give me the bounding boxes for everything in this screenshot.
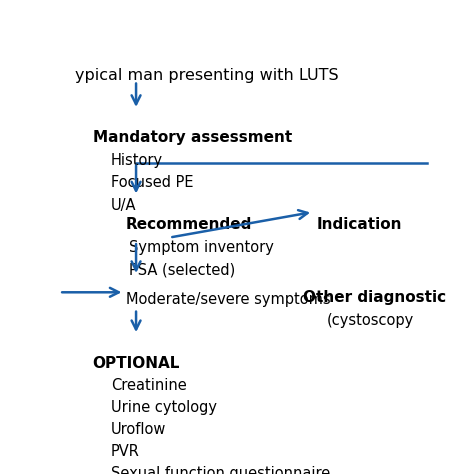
Text: (cystoscopy: (cystoscopy: [327, 313, 414, 328]
Text: OPTIONAL: OPTIONAL: [92, 356, 180, 371]
Text: History: History: [111, 153, 163, 167]
Text: Indication: Indication: [317, 218, 402, 232]
Text: PSA (selected): PSA (selected): [129, 263, 236, 278]
Text: PVR: PVR: [111, 444, 140, 459]
Text: Sexual function questionnaire: Sexual function questionnaire: [111, 465, 330, 474]
Text: Urine cytology: Urine cytology: [111, 400, 217, 415]
Text: Mandatory assessment: Mandatory assessment: [92, 130, 292, 145]
Text: Recommended: Recommended: [126, 218, 253, 232]
Text: Other diagnostic: Other diagnostic: [303, 291, 446, 305]
Text: Focused PE: Focused PE: [111, 175, 193, 190]
Text: Uroflow: Uroflow: [111, 422, 166, 437]
Text: Moderate/severe symptoms: Moderate/severe symptoms: [126, 292, 331, 307]
Text: ypical man presenting with LUTS: ypical man presenting with LUTS: [75, 68, 339, 83]
Text: Symptom inventory: Symptom inventory: [129, 240, 274, 255]
Text: U/A: U/A: [111, 198, 137, 213]
Text: Creatinine: Creatinine: [111, 378, 187, 393]
